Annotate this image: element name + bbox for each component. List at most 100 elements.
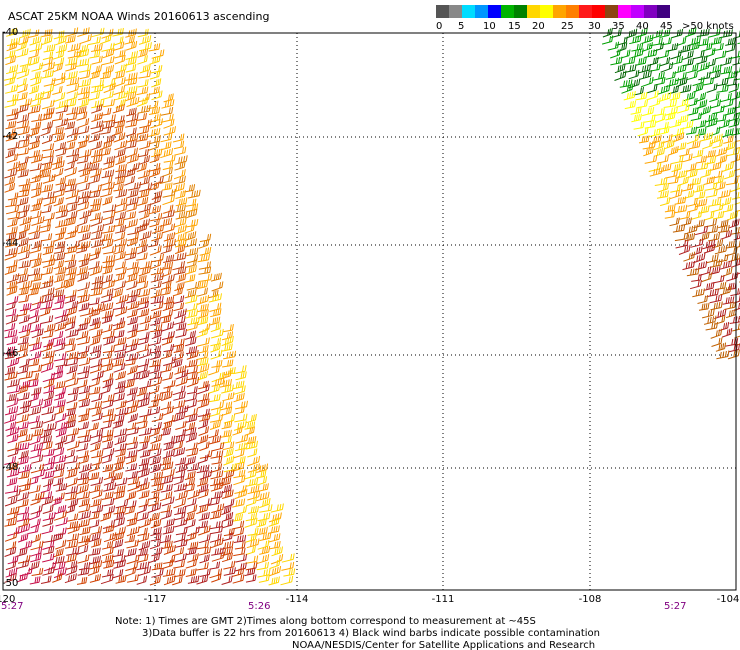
wind-barb [91, 238, 104, 248]
wind-barb [696, 28, 710, 37]
wind-barb [102, 204, 117, 213]
wind-barb [173, 391, 186, 401]
wind-barb [40, 306, 51, 317]
wind-barb [53, 337, 66, 347]
wind-barb [701, 42, 713, 52]
wind-barb [185, 413, 198, 423]
wind-barb [91, 140, 103, 151]
wind-barb [175, 329, 187, 338]
wind-barb [246, 477, 259, 487]
wind-barb [186, 321, 199, 331]
wind-barb [138, 498, 150, 508]
legend-label: 40 [636, 21, 649, 32]
wind-barb [91, 103, 103, 114]
wind-barb [101, 568, 114, 578]
wind-barb [125, 454, 137, 465]
wind-barb [208, 365, 220, 376]
wind-barb [52, 330, 64, 340]
wind-barb [41, 293, 55, 304]
wind-barb [619, 79, 633, 88]
wind-barb [150, 324, 163, 333]
wind-barb [721, 328, 733, 338]
wind-barb [184, 274, 196, 283]
wind-barb [91, 79, 104, 88]
wind-barb [641, 34, 654, 44]
wind-barb [66, 106, 79, 116]
wind-barb [101, 294, 113, 304]
wind-barb [17, 139, 30, 149]
wind-barb [161, 335, 173, 346]
wind-barb [714, 245, 728, 255]
wind-barb [219, 401, 233, 411]
wind-barb [704, 117, 718, 128]
wind-barb [43, 323, 56, 333]
wind-barb [136, 133, 149, 142]
wind-barb [5, 485, 19, 494]
wind-barb [139, 182, 153, 192]
wind-barb [184, 184, 196, 193]
wind-barb [53, 30, 65, 40]
wind-barb [150, 118, 163, 129]
wind-barb [734, 168, 740, 172]
wind-barbs [3, 27, 740, 586]
wind-barb [681, 182, 694, 192]
wind-barb [136, 96, 149, 107]
wind-barb [197, 384, 210, 395]
wind-barb [137, 296, 149, 306]
wind-barb [127, 266, 140, 277]
wind-barb [7, 447, 19, 457]
wind-barb [115, 370, 126, 381]
wind-barb [726, 271, 739, 282]
wind-barb [221, 575, 233, 585]
wind-barb [137, 441, 149, 452]
wind-barb [55, 177, 66, 186]
wind-barb [196, 477, 209, 487]
wind-barb [187, 463, 200, 472]
wind-barb [78, 421, 89, 431]
wind-barb [630, 106, 642, 115]
wind-barb [101, 310, 114, 319]
wind-barb [77, 281, 90, 292]
wind-barb [6, 511, 18, 521]
wind-barb [16, 230, 27, 241]
wind-barb [78, 510, 91, 521]
wind-barb [65, 414, 77, 425]
wind-barb [197, 309, 209, 319]
wind-barb [136, 387, 148, 397]
wind-barb [7, 526, 20, 537]
wind-barb [63, 315, 76, 326]
wind-barb [151, 478, 162, 487]
wind-barb [223, 350, 237, 360]
wind-barb [714, 146, 728, 157]
wind-barb [16, 572, 29, 583]
wind-barb [16, 162, 28, 172]
wind-barb [722, 161, 734, 172]
wind-barb [210, 308, 222, 318]
wind-barb [638, 63, 652, 74]
wind-barb [256, 518, 267, 528]
wind-barb [198, 533, 211, 544]
wind-barb [64, 27, 79, 37]
wind-barb [66, 83, 80, 94]
wind-barb [112, 517, 125, 529]
wind-barb [232, 380, 245, 390]
wind-barb [211, 490, 224, 500]
wind-barb [679, 84, 692, 94]
wind-barb [233, 385, 246, 395]
wind-barb [30, 518, 41, 529]
wind-barb [7, 192, 19, 201]
wind-barb [137, 566, 152, 577]
wind-barb [114, 90, 128, 101]
wind-barb [90, 428, 104, 439]
wind-barb [704, 218, 717, 228]
wind-barb [5, 308, 17, 317]
wind-barb [244, 517, 258, 528]
wind-barb [706, 254, 719, 264]
wind-barb [726, 210, 739, 221]
wind-barb [28, 358, 40, 367]
wind-barb [41, 35, 53, 46]
wind-barb [221, 420, 233, 430]
wind-barb [52, 477, 64, 487]
wind-barb [17, 506, 30, 515]
wind-barb [100, 351, 113, 360]
